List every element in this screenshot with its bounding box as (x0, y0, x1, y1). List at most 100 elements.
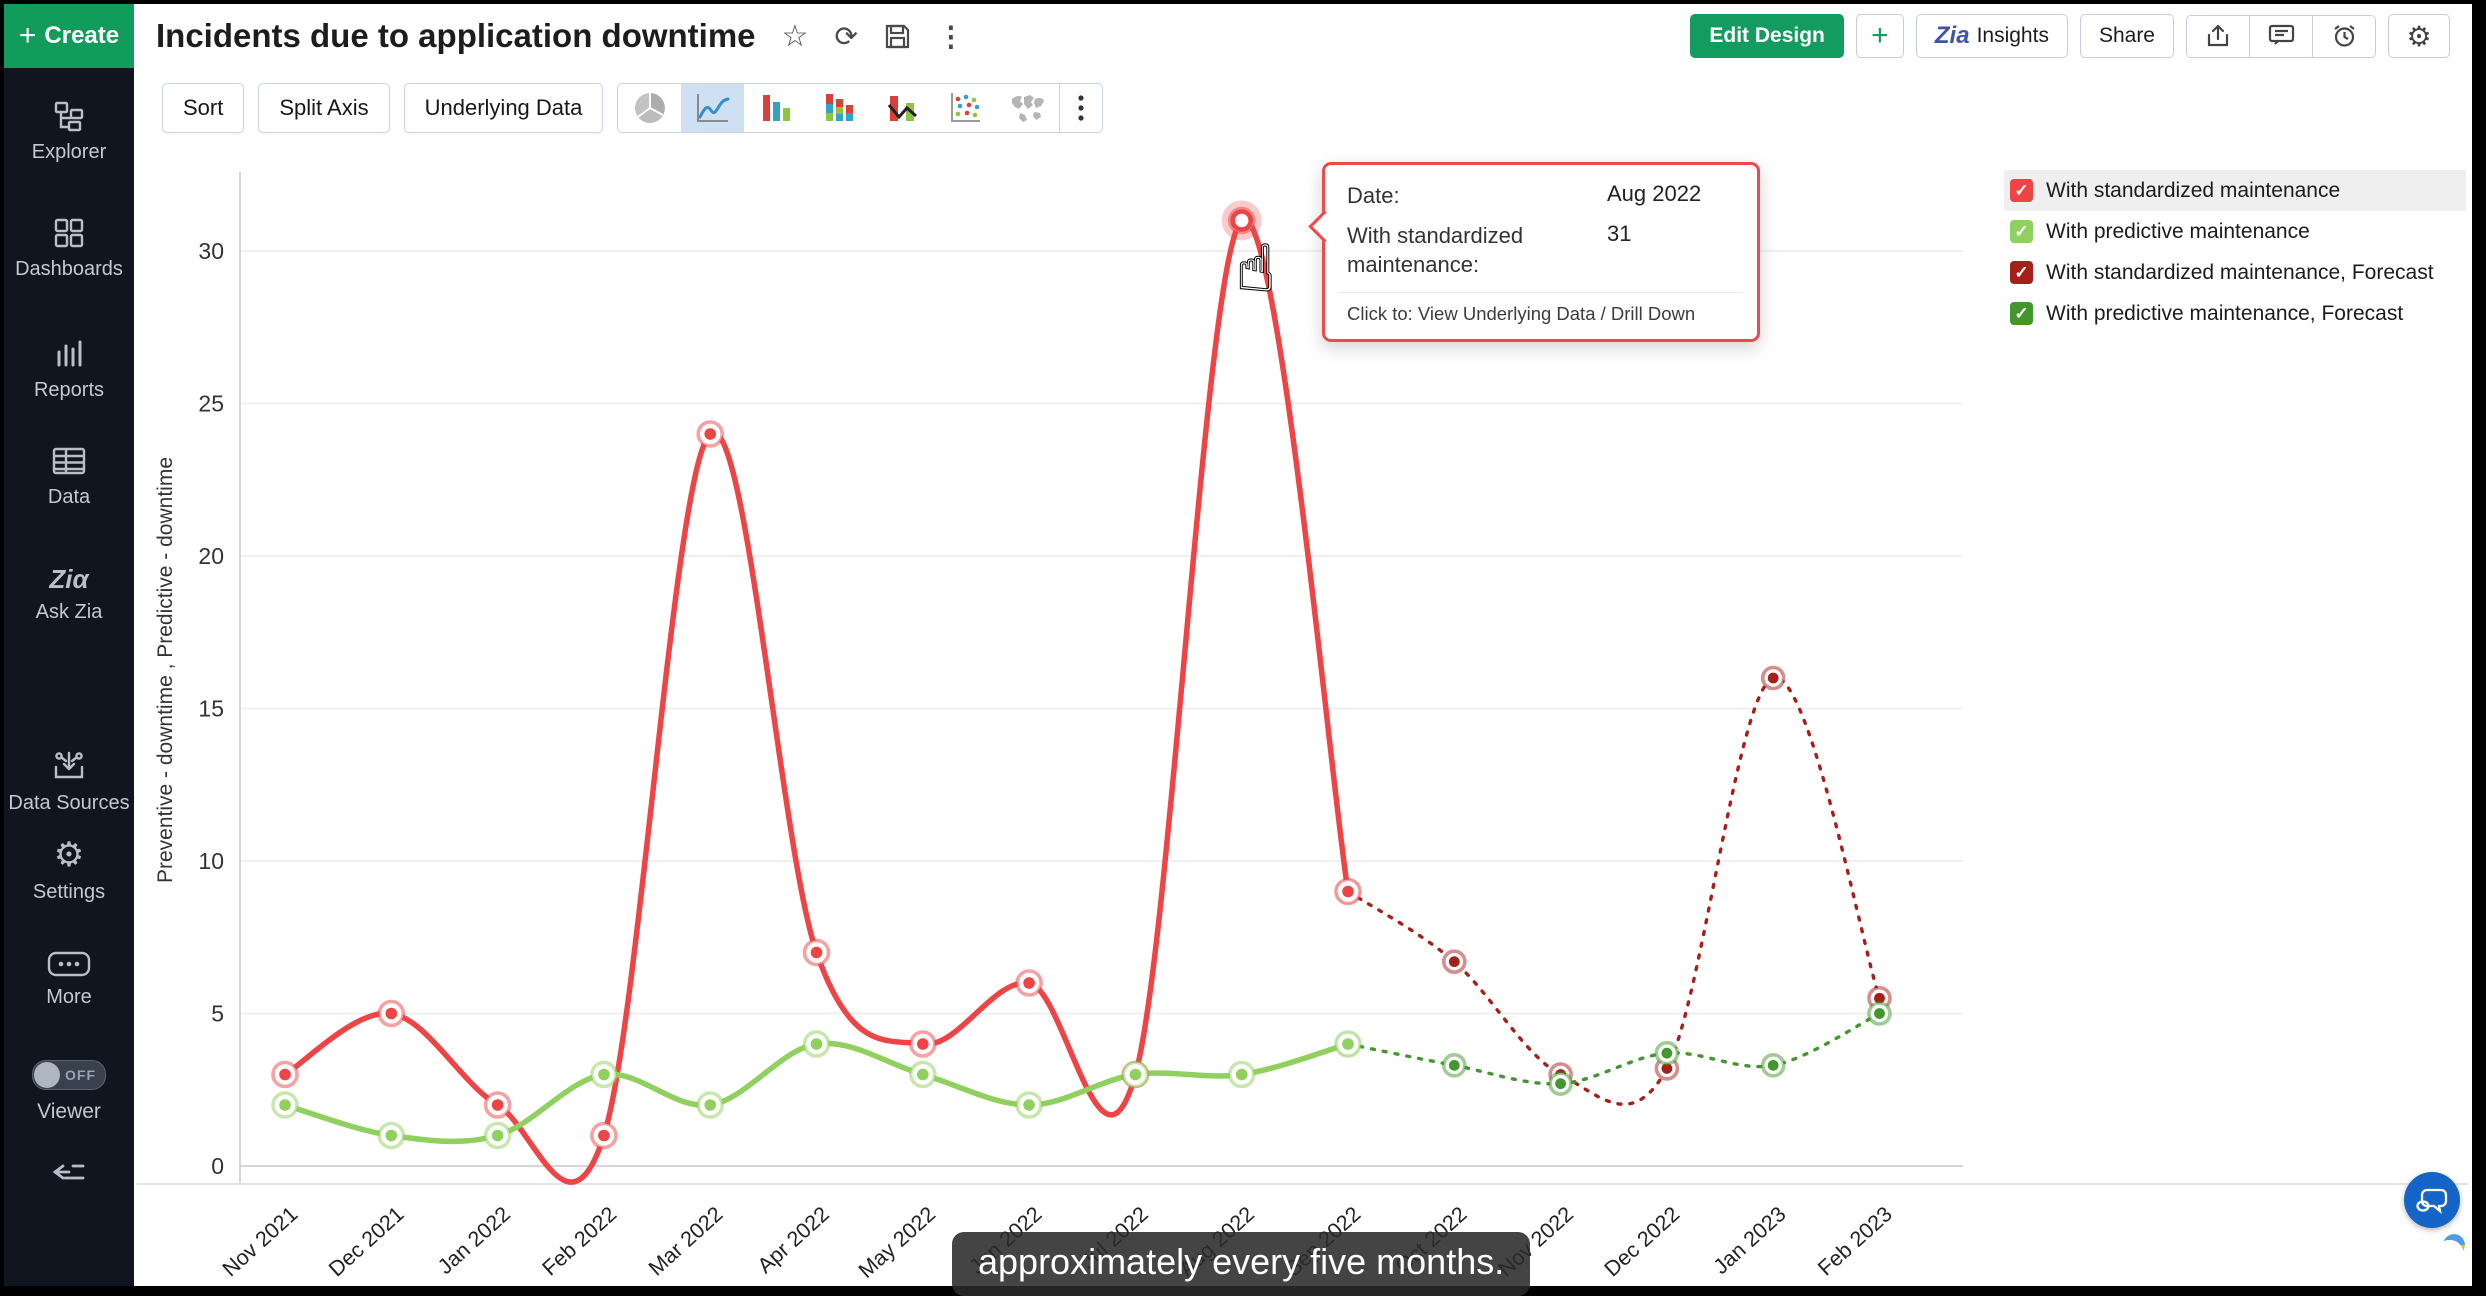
sidebar-item-settings[interactable]: ⚙ Settings (33, 838, 105, 905)
data-point[interactable] (1442, 1053, 1467, 1078)
x-axis-label: Jan 2022 (433, 1202, 515, 1279)
legend-item[interactable]: With standardized maintenance, Forecast (2004, 252, 2466, 293)
pie-chart-icon[interactable] (618, 84, 681, 132)
scatter-chart-icon[interactable] (933, 84, 996, 132)
more-chart-types-icon[interactable] (1059, 84, 1102, 132)
alerts-button[interactable] (2312, 15, 2375, 57)
reports-icon (52, 338, 86, 370)
report-header: Incidents due to application downtime ☆ … (134, 4, 2472, 68)
x-axis-label: Dec 2021 (324, 1202, 408, 1281)
data-point[interactable] (271, 1091, 299, 1119)
viewer-toggle[interactable]: OFF (32, 1060, 106, 1090)
sidebar-item-ask-zia[interactable]: Ziα Ask Zia (36, 566, 103, 625)
legend-swatch-icon (2010, 179, 2033, 202)
svg-text:10: 10 (198, 848, 224, 874)
data-point[interactable] (696, 1091, 725, 1119)
insights-label: Insights (1976, 24, 2049, 47)
data-point[interactable] (1760, 1053, 1786, 1078)
series-line (1346, 676, 1882, 1106)
data-point[interactable] (1654, 1040, 1680, 1066)
highlighted-data-point[interactable] (1230, 209, 1253, 232)
data-point[interactable] (908, 1060, 937, 1089)
sidebar-item-explorer[interactable]: Explorer (32, 100, 106, 165)
series-line (282, 1040, 1351, 1145)
settings-gear-icon[interactable]: ⚙ (2388, 14, 2450, 58)
page-title: Incidents due to application downtime (156, 17, 756, 54)
header-actions: Edit Design + Zia Insights Share (1690, 14, 2450, 58)
underlying-data-button[interactable]: Underlying Data (403, 83, 604, 133)
sidebar-item-label: Dashboards (15, 258, 123, 280)
bar-chart-icon[interactable] (744, 84, 807, 132)
legend-item[interactable]: With standardized maintenance (2004, 170, 2466, 211)
sidebar-item-data-sources[interactable]: Data Sources (8, 749, 130, 816)
stacked-bar-chart-icon[interactable] (807, 84, 870, 132)
zia-icon: Ziα (49, 564, 89, 594)
save-icon[interactable] (884, 23, 911, 50)
export-button[interactable] (2187, 15, 2249, 57)
data-point[interactable] (802, 938, 831, 967)
data-point[interactable] (377, 1121, 406, 1150)
collapse-sidebar-icon[interactable] (49, 1158, 89, 1191)
data-point[interactable] (802, 1030, 831, 1058)
data-point[interactable] (483, 1091, 512, 1119)
svg-text:20: 20 (198, 543, 224, 569)
add-button[interactable]: + (1855, 14, 1904, 58)
more-icon (47, 951, 91, 977)
sidebar-item-label: More (46, 986, 92, 1008)
sidebar-item-more[interactable]: More (46, 951, 92, 1010)
data-point[interactable] (1015, 969, 1043, 997)
legend-swatch-icon (2010, 220, 2033, 243)
data-point[interactable] (1548, 1071, 1573, 1096)
share-button[interactable]: Share (2079, 14, 2174, 58)
viewer-label: Viewer (37, 1100, 101, 1123)
data-point[interactable] (271, 1060, 299, 1089)
data-point[interactable] (1334, 877, 1362, 906)
create-button[interactable]: + Create (4, 4, 134, 68)
sidebar-item-dashboards[interactable]: Dashboards (15, 217, 123, 282)
chat-bubble-icon (2416, 1188, 2448, 1214)
split-axis-button[interactable]: Split Axis (258, 83, 390, 133)
zia-logo-icon: Zia (1934, 22, 1970, 49)
line-chart-icon[interactable] (681, 84, 745, 132)
map-chart-icon[interactable] (996, 84, 1059, 132)
tooltip-series-label: With standardized maintenance: (1347, 222, 1524, 278)
series-line (282, 216, 1351, 1185)
x-axis-label: Apr 2022 (753, 1202, 834, 1278)
svg-text:Preventive - downtime , Predic: Preventive - downtime , Predictive - dow… (154, 457, 177, 883)
zia-insights-button[interactable]: Zia Insights (1915, 14, 2068, 58)
x-axis-label: May 2022 (854, 1202, 940, 1283)
sort-button[interactable]: Sort (162, 83, 245, 133)
edit-design-button[interactable]: Edit Design (1690, 14, 1844, 58)
data-point[interactable] (590, 1121, 618, 1150)
kebab-menu-icon[interactable]: ⋮ (936, 20, 965, 52)
data-point[interactable] (1760, 665, 1786, 691)
data-point[interactable] (590, 1060, 618, 1089)
data-point[interactable] (483, 1121, 512, 1150)
sidebar-item-reports[interactable]: Reports (34, 338, 104, 403)
plus-icon: + (18, 19, 37, 52)
chart-legend: With standardized maintenance With predi… (2004, 170, 2466, 334)
data-point[interactable] (1015, 1091, 1043, 1119)
series-line (1346, 1011, 1882, 1086)
data-point[interactable] (1442, 949, 1467, 974)
header-icon-group (2186, 14, 2376, 58)
data-sources-icon (51, 749, 87, 783)
legend-item[interactable]: With predictive maintenance (2004, 211, 2466, 252)
combo-chart-icon[interactable] (870, 84, 933, 132)
legend-swatch-icon (2010, 302, 2033, 325)
favorite-star-icon[interactable]: ☆ (781, 19, 809, 53)
comments-button[interactable] (2249, 15, 2312, 57)
refresh-icon[interactable]: ⟳ (834, 20, 858, 52)
data-point[interactable] (696, 420, 725, 448)
data-point[interactable] (1867, 1001, 1892, 1026)
data-point[interactable] (908, 1030, 937, 1058)
data-point[interactable] (1121, 1060, 1150, 1089)
data-point[interactable] (1334, 1030, 1362, 1058)
legend-item[interactable]: With predictive maintenance, Forecast (2004, 293, 2466, 334)
assistant-chat-button[interactable] (2404, 1172, 2460, 1228)
sidebar-item-data[interactable]: Data (48, 445, 90, 510)
data-point[interactable] (1227, 1060, 1256, 1089)
data-point[interactable] (377, 999, 406, 1028)
x-axis-label: Dec 2022 (1600, 1202, 1684, 1281)
x-axis-label: Feb 2022 (538, 1202, 622, 1281)
